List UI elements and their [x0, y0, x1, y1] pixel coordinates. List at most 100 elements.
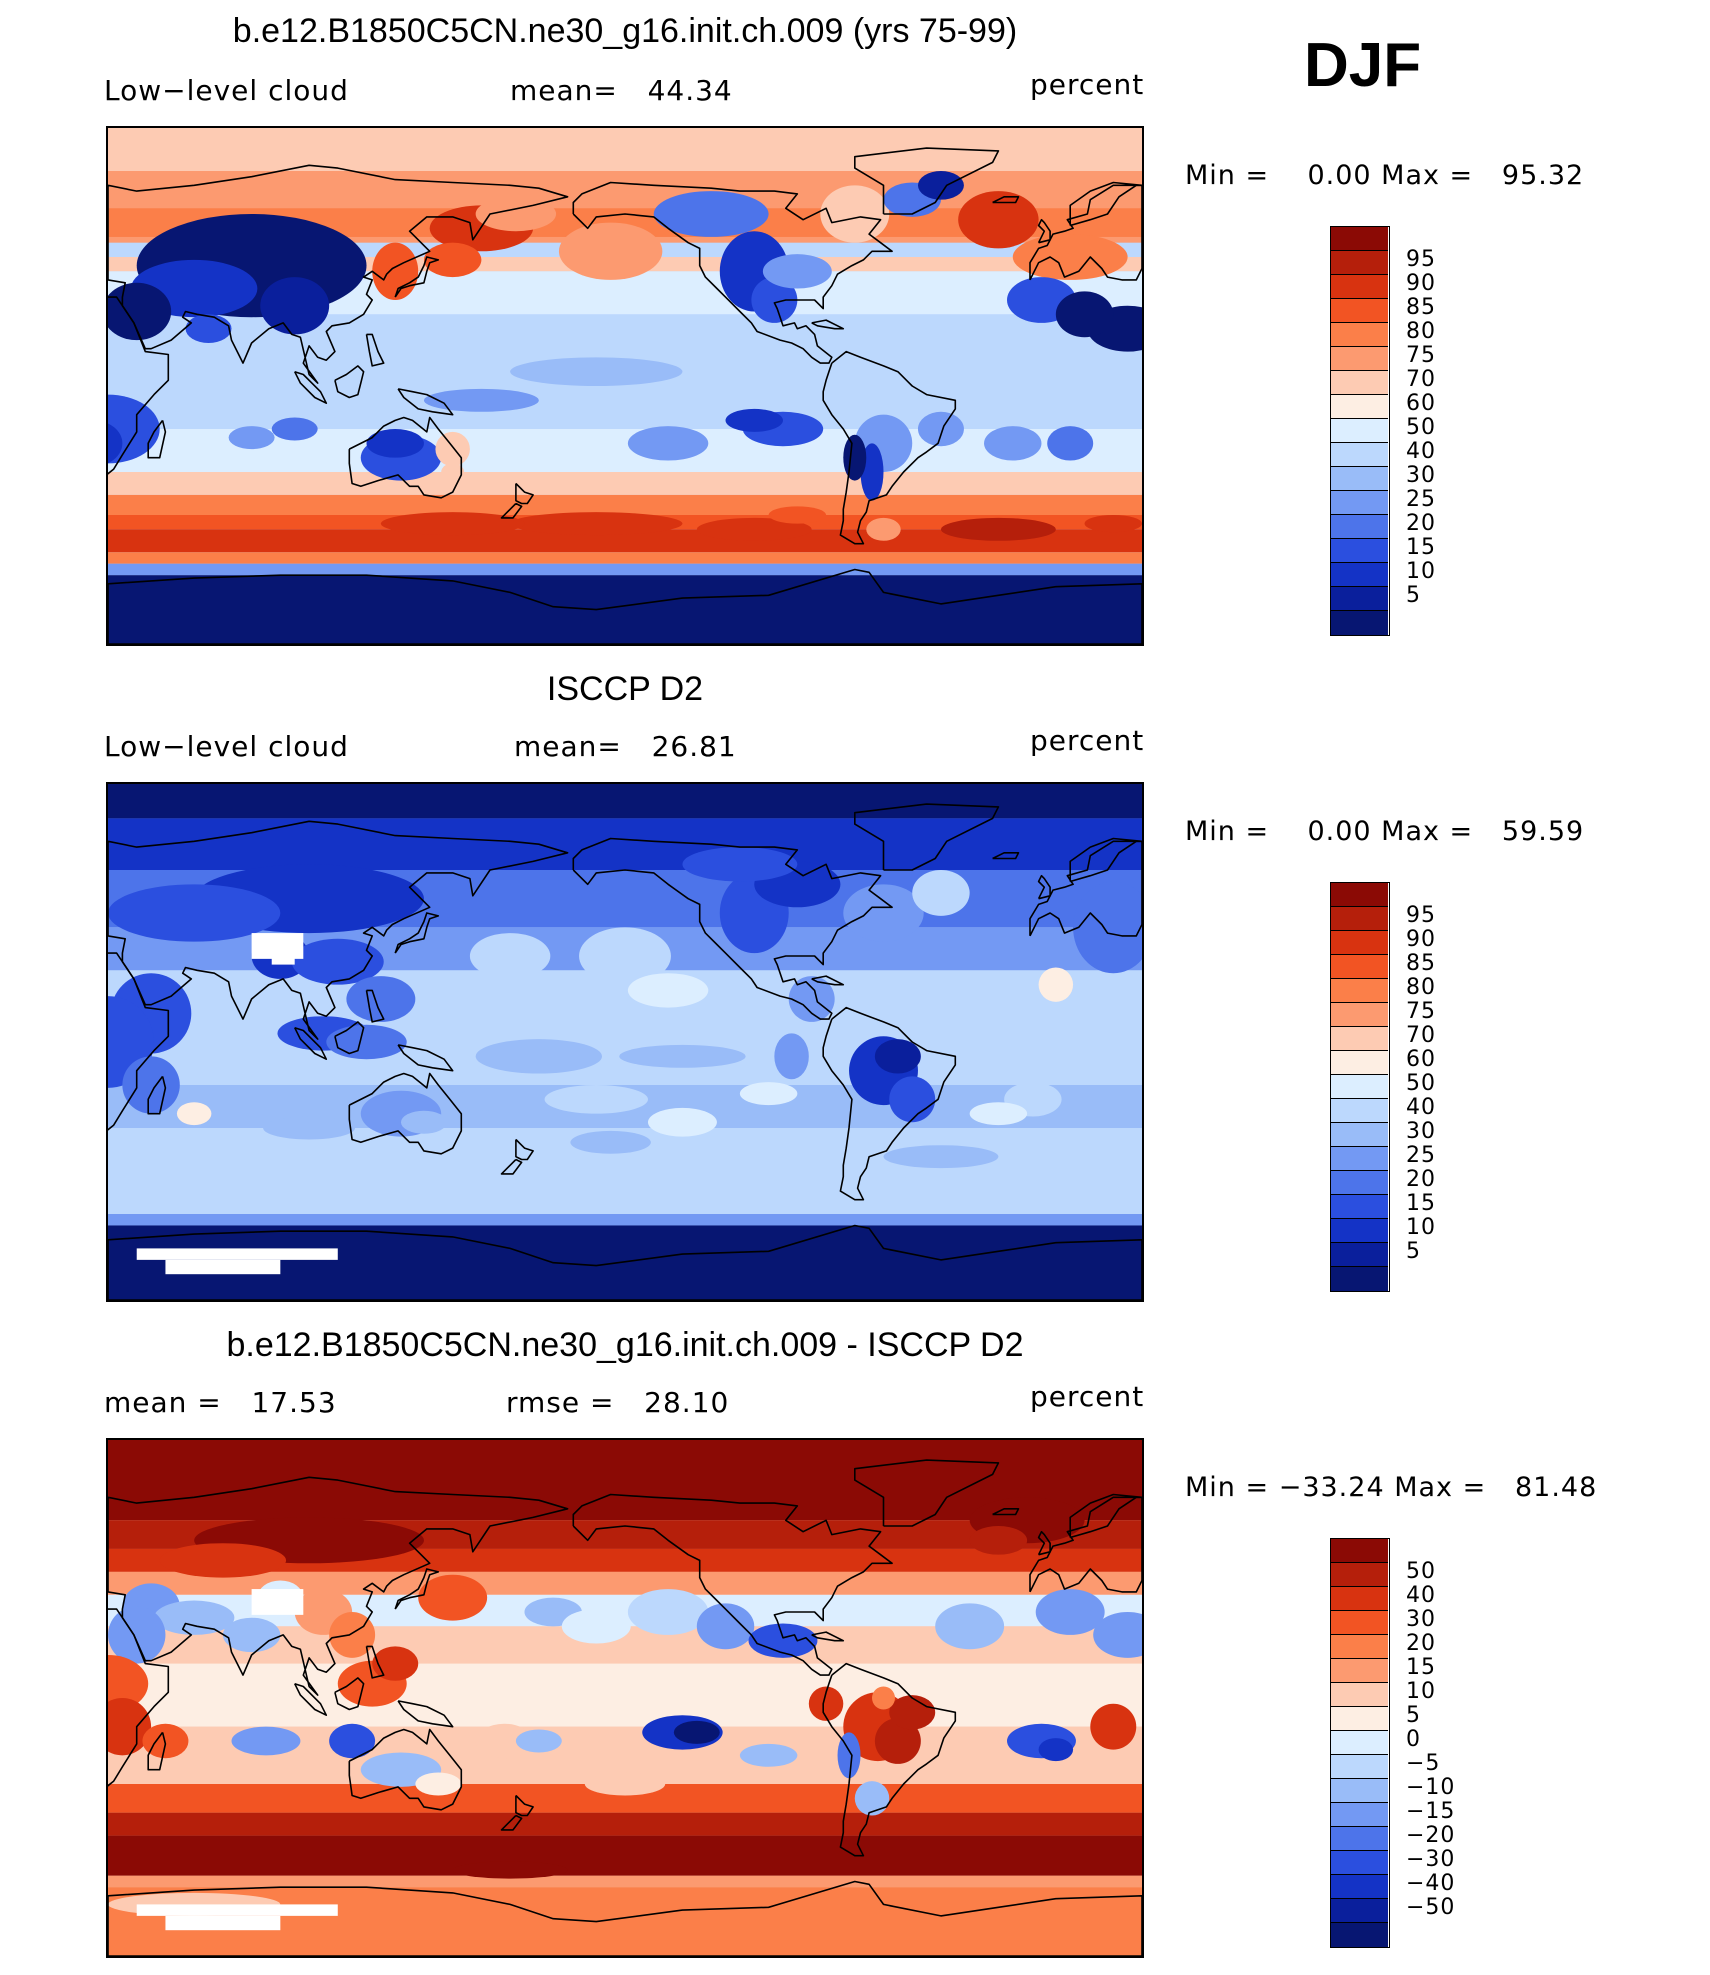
colorbar-tick-label: 5 [1406, 1703, 1421, 1728]
colorbar-swatch [1331, 907, 1388, 931]
map-cloud-region [108, 1698, 152, 1756]
map-cloud-region [751, 277, 798, 323]
coastline [293, 1026, 328, 1061]
colorbar-tick-label: 95 [1406, 903, 1436, 928]
coastline [147, 1731, 167, 1771]
colorbar-swatch [1331, 1099, 1388, 1123]
map-cloud-region [935, 1603, 1005, 1650]
coastline [108, 164, 569, 384]
map-cloud-region [544, 1085, 648, 1114]
colorbar-tick-label: 95 [1406, 247, 1436, 272]
map-cloud-region [475, 1039, 603, 1074]
colorbar-swatch [1331, 611, 1388, 635]
map-cloud-region [159, 1543, 287, 1578]
colorbar-tick-label: 50 [1406, 415, 1436, 440]
map-cloud-region [418, 1574, 488, 1621]
coastline [853, 803, 1000, 871]
map-cloud-region [820, 185, 890, 243]
colorbar-swatch [1331, 1267, 1388, 1291]
colorbar-swatch [1331, 227, 1388, 251]
map-latitude-band [108, 1571, 1142, 1595]
map-cloud-region [108, 423, 123, 464]
colorbar-tick-label: 70 [1406, 1023, 1436, 1048]
coastline [108, 568, 1142, 644]
map-cloud-region [329, 1723, 376, 1759]
coastline [394, 912, 440, 954]
coastline [397, 388, 454, 416]
colorbar-swatch [1331, 419, 1388, 443]
map-cloud-region [619, 1044, 746, 1068]
coastline [572, 1493, 893, 1676]
map-cloud-region [739, 1082, 798, 1106]
colorbar-tick-label: −20 [1406, 1823, 1456, 1848]
colorbar-tick-label: −30 [1406, 1847, 1456, 1872]
coastline [992, 196, 1020, 204]
coastline [811, 1631, 845, 1642]
map-cloud-region [231, 1726, 301, 1756]
map-cloud-region [1055, 291, 1114, 338]
coastline [334, 365, 365, 399]
map-cloud-region [423, 388, 539, 412]
colorbar-box [1330, 226, 1390, 636]
colorbar-tick-label: 20 [1406, 511, 1436, 536]
coastline [348, 1072, 463, 1155]
colorbar-swatch [1331, 1075, 1388, 1099]
map-latitude-band [108, 552, 1142, 564]
map-latitude-band [108, 1812, 1142, 1836]
map-fill [108, 784, 1142, 1300]
map-cloud-region [653, 191, 769, 237]
coastline [1069, 1493, 1142, 1539]
coastline [108, 820, 569, 1040]
panel1-mean-label: mean= 44.34 [510, 74, 733, 107]
map-cloud-region [883, 1145, 999, 1169]
map-cloud-region [854, 1781, 890, 1816]
map-cloud-region [1090, 1703, 1137, 1750]
colorbar-swatch [1331, 371, 1388, 395]
colorbar-swatch [1331, 1827, 1388, 1851]
map-cloud-region [222, 1617, 281, 1653]
colorbar-swatch [1331, 251, 1388, 275]
colorbar-swatch [1331, 1171, 1388, 1195]
coastline [500, 1158, 523, 1175]
map-latitude-band [108, 1225, 1142, 1300]
colorbar-swatch [1331, 1899, 1388, 1923]
colorbar-swatch [1331, 979, 1388, 1003]
colorbar-tick-label: 60 [1406, 1047, 1436, 1072]
colorbar-tick-label: 85 [1406, 951, 1436, 976]
coastline [397, 1044, 454, 1072]
colorbar-swatch [1331, 1611, 1388, 1635]
colorbar-tick-label: 30 [1406, 1119, 1436, 1144]
colorbar-tick-label: 30 [1406, 463, 1436, 488]
panel2-mean-label: mean= 26.81 [514, 730, 737, 763]
map-cloud-region [768, 506, 827, 524]
colorbar-tick-label: 20 [1406, 1167, 1436, 1192]
map-cloud-region [380, 512, 525, 536]
coastline [397, 1700, 454, 1728]
panel2-minmax: Min = 0.00 Max = 59.59 [1185, 816, 1585, 847]
coastline [108, 952, 170, 1131]
colorbar-tick-label: 60 [1406, 391, 1436, 416]
map-cloud-region [843, 434, 867, 481]
coastline [147, 1075, 167, 1115]
colorbar-tick-label: 25 [1406, 1143, 1436, 1168]
map-cloud-region [329, 1612, 376, 1658]
coastline [500, 1814, 523, 1831]
colorbar-swatch [1331, 515, 1388, 539]
panel1-map [106, 126, 1144, 646]
map-cloud-region [475, 1723, 534, 1759]
panel3-colorbar: 50 40 30 20 15 10 5 0 −5 −10 −15 −20 −30 −40 −50 [1330, 1538, 1454, 1948]
map-cloud-region [366, 429, 424, 458]
panel3-map-svg [108, 1440, 1142, 1956]
colorbar-swatch [1331, 931, 1388, 955]
panel3-mean-label: mean = 17.53 [104, 1386, 337, 1419]
map-cloud-region [1093, 1612, 1142, 1658]
coastline [108, 296, 170, 475]
map-cloud-region [452, 1861, 568, 1879]
map-latitude-band [108, 1214, 1142, 1226]
colorbar-tick-label: 5 [1406, 1239, 1421, 1264]
colorbar-swatch [1331, 443, 1388, 467]
map-cloud-region [627, 426, 709, 461]
map-latitude-band [108, 563, 1142, 576]
map-cloud-region [808, 1686, 844, 1721]
map-cloud-region [874, 1039, 921, 1074]
